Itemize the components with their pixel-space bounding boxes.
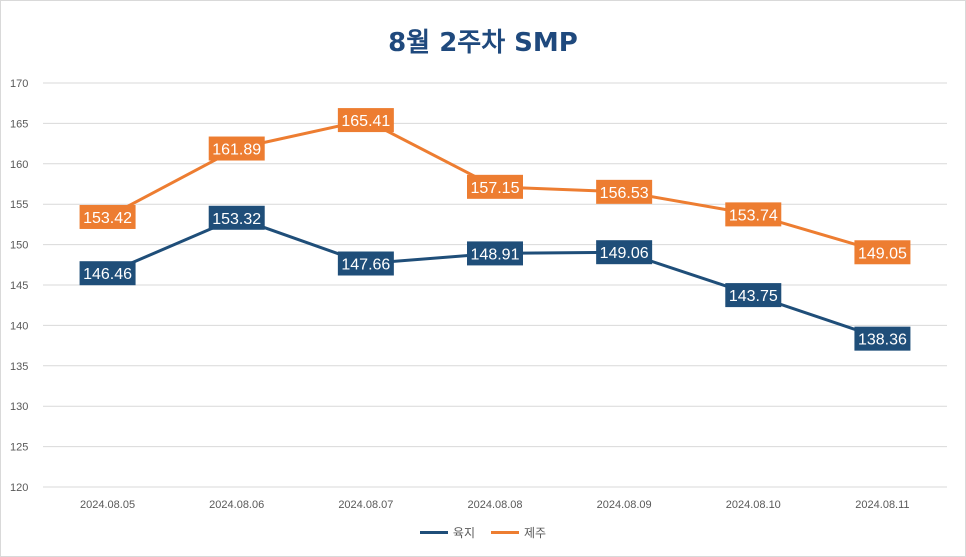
data-label: 149.05 — [858, 245, 907, 262]
legend-item: 육지 — [419, 524, 475, 541]
y-tick-label: 165 — [10, 118, 28, 130]
data-label-box — [467, 174, 523, 199]
data-label: 157.15 — [471, 180, 520, 197]
data-label: 156.53 — [600, 185, 649, 202]
data-label: 153.74 — [729, 207, 778, 224]
data-label-box — [596, 240, 653, 265]
data-label: 146.46 — [83, 266, 132, 283]
data-label: 149.06 — [600, 245, 649, 262]
data-label-box — [79, 204, 136, 229]
data-label-box — [854, 240, 911, 265]
legend: 육지 제주 — [0, 524, 966, 541]
data-label-box — [854, 326, 911, 351]
x-tick-label: 2024.08.10 — [726, 499, 781, 511]
x-tick-label: 2024.08.11 — [855, 499, 909, 511]
y-tick-label: 140 — [10, 320, 28, 332]
y-tick-label: 150 — [10, 240, 28, 252]
y-tick-label: 120 — [10, 482, 28, 494]
y-tick-label: 125 — [10, 442, 28, 454]
data-label: 147.66 — [341, 257, 390, 274]
x-tick-label: 2024.08.09 — [597, 499, 652, 511]
x-tick-label: 2024.08.05 — [80, 499, 135, 511]
data-label-box — [725, 202, 782, 227]
data-label-box — [725, 283, 782, 308]
x-tick-label: 2024.08.08 — [467, 499, 522, 511]
data-label: 138.36 — [858, 332, 907, 349]
data-label: 153.32 — [212, 211, 261, 228]
y-tick-label: 135 — [10, 361, 28, 373]
data-label-box — [208, 136, 265, 161]
y-tick-label: 145 — [10, 280, 28, 292]
legend-item: 제주 — [491, 524, 546, 541]
y-tick-label: 170 — [10, 78, 28, 90]
legend-swatch — [419, 531, 448, 534]
data-label: 165.41 — [341, 113, 390, 130]
y-tick-label: 130 — [10, 401, 28, 413]
y-tick-label: 155 — [10, 199, 28, 211]
data-label: 161.89 — [212, 142, 261, 159]
data-label-box — [208, 205, 265, 230]
legend-swatch — [491, 531, 519, 534]
data-label-box — [79, 261, 136, 286]
legend-label: 제주 — [524, 526, 547, 540]
data-label-box — [467, 241, 523, 266]
data-label-box — [596, 179, 653, 204]
data-label-box — [337, 108, 394, 133]
data-label: 148.91 — [471, 246, 520, 263]
chart-title: 8월 2주차 SMP — [388, 28, 578, 58]
y-tick-label: 160 — [10, 159, 28, 171]
data-label: 153.42 — [83, 210, 132, 227]
x-tick-label: 2024.08.07 — [338, 499, 393, 511]
series-line — [106, 216, 883, 341]
x-tick-label: 2024.08.06 — [209, 499, 264, 511]
data-label: 143.75 — [729, 288, 778, 305]
data-label-box — [337, 251, 394, 276]
legend-label: 육지 — [452, 526, 475, 540]
